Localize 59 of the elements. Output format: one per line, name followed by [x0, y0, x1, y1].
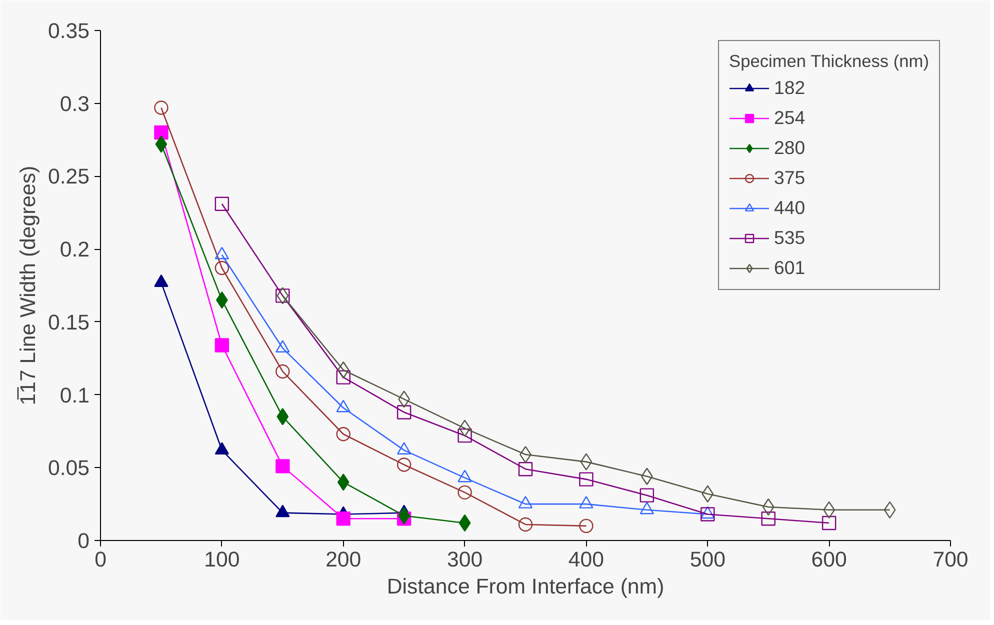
point [884, 501, 896, 518]
legend-label: 280 [774, 137, 806, 159]
point [336, 427, 350, 442]
point [336, 512, 350, 526]
point [640, 488, 654, 502]
point [396, 458, 412, 472]
legend-label: 254 [774, 107, 806, 129]
x-tick-label: 200 [326, 548, 362, 572]
point [154, 100, 168, 115]
x-tick-label: 400 [568, 548, 604, 572]
point [458, 485, 472, 500]
point [214, 260, 230, 276]
y-axis-title: 1̅17 Line Width (degrees) [16, 166, 40, 406]
point [640, 468, 653, 485]
x-tick-label: 300 [446, 548, 483, 572]
point [579, 518, 594, 534]
legend-label: 601 [774, 257, 806, 279]
point [823, 501, 836, 518]
x-tick-label: 700 [932, 548, 968, 572]
y-tick-label: 0.15 [48, 310, 90, 334]
point [396, 405, 412, 420]
y-tick-label: 0.05 [48, 456, 90, 480]
y-tick-label: 0.2 [60, 238, 90, 262]
point [214, 196, 230, 211]
point [518, 462, 533, 476]
x-tick-label: 0 [94, 548, 107, 572]
x-tick-label: 500 [690, 548, 726, 572]
y-tick-label: 0.25 [48, 164, 90, 189]
point [702, 485, 714, 502]
point [518, 517, 533, 532]
point [458, 428, 472, 443]
point [276, 459, 290, 474]
point [579, 472, 594, 486]
y-tick-label: 0.3 [60, 92, 90, 116]
point [580, 453, 592, 470]
point [822, 516, 836, 530]
point [336, 370, 350, 384]
legend-label: 182 [774, 77, 806, 99]
legend-title: Specimen Thickness (nm) [729, 51, 929, 72]
point [700, 507, 715, 522]
legend-label: 375 [774, 167, 806, 189]
point [398, 507, 410, 524]
y-tick-label: 0.35 [48, 19, 90, 43]
point [337, 474, 350, 491]
point [398, 390, 410, 408]
point [458, 420, 471, 437]
point [276, 408, 289, 426]
point [154, 125, 168, 140]
legend-label: 440 [774, 197, 806, 219]
x-axis-title: Distance From Interface (nm) [386, 574, 664, 598]
point [276, 364, 290, 379]
legend-label: 535 [774, 227, 806, 249]
y-tick-label: 0.1 [60, 383, 90, 408]
x-tick-label: 100 [204, 548, 240, 572]
y-tick-label: 0 [78, 529, 90, 553]
point [214, 338, 230, 352]
point [761, 512, 776, 526]
x-tick-label: 600 [811, 548, 847, 572]
point [155, 136, 168, 153]
